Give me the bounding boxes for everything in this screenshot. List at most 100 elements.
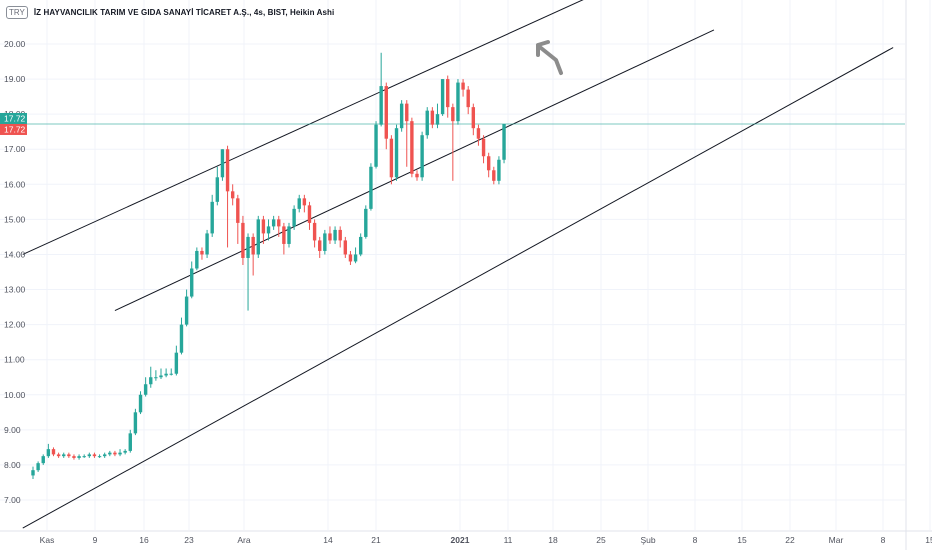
candle-body[interactable] xyxy=(46,449,51,457)
candle-body[interactable] xyxy=(62,454,66,457)
candle-body[interactable] xyxy=(190,268,194,297)
candle-body[interactable] xyxy=(215,177,220,202)
candle-body[interactable] xyxy=(174,352,179,374)
candle-body[interactable] xyxy=(394,128,399,178)
candle-body[interactable] xyxy=(358,236,363,255)
candle-body[interactable] xyxy=(430,110,435,125)
candle-body[interactable] xyxy=(200,250,204,255)
candle-body[interactable] xyxy=(292,208,296,227)
candle-body[interactable] xyxy=(271,219,276,227)
price-axis[interactable]: 7.00 8.00 9.00 10.00 11.00 12.00 13.00 14.00 15.… xyxy=(4,39,26,505)
candle-body[interactable] xyxy=(179,324,184,353)
candle-body[interactable] xyxy=(282,226,286,244)
candle-body[interactable] xyxy=(318,240,322,251)
candle-body[interactable] xyxy=(266,226,271,234)
candle-body[interactable] xyxy=(108,452,112,455)
candle-body[interactable] xyxy=(338,229,342,241)
candle-body[interactable] xyxy=(97,456,102,458)
time-axis[interactable]: Kas 9 16 23 Ara 14 21 2021 11 18 25 Şub 8 15 22 Mar 8 15 xyxy=(40,535,932,545)
candle-body[interactable] xyxy=(481,138,486,157)
candle-body[interactable] xyxy=(302,198,307,206)
candle-body[interactable] xyxy=(87,454,92,457)
arrow-annotation[interactable] xyxy=(536,40,563,75)
candle-body[interactable] xyxy=(113,452,117,455)
candle-body[interactable] xyxy=(169,373,173,375)
candles[interactable] xyxy=(31,52,506,479)
candle-body[interactable] xyxy=(31,470,35,476)
candle-body[interactable] xyxy=(246,236,250,258)
candle-body[interactable] xyxy=(51,449,56,455)
candle-body[interactable] xyxy=(241,222,245,258)
candle-body[interactable] xyxy=(102,454,107,457)
candle-body[interactable] xyxy=(123,450,127,453)
candle-body[interactable] xyxy=(312,222,317,241)
candle-body[interactable] xyxy=(77,456,81,458)
candle-body[interactable] xyxy=(348,254,353,262)
candle-body[interactable] xyxy=(133,412,138,434)
candle-body[interactable] xyxy=(492,170,496,181)
candle-body[interactable] xyxy=(333,229,337,241)
candle-body[interactable] xyxy=(56,454,61,457)
currency-badge[interactable]: TRY xyxy=(6,5,28,19)
candle-body[interactable] xyxy=(379,86,383,125)
candle-body[interactable] xyxy=(323,233,327,251)
candle-body[interactable] xyxy=(195,250,199,269)
candle-body[interactable] xyxy=(41,456,45,464)
candle-body[interactable] xyxy=(154,377,158,379)
candle-body[interactable] xyxy=(384,86,388,139)
candle-body[interactable] xyxy=(440,79,445,115)
candle-body[interactable] xyxy=(456,82,460,122)
candle-body[interactable] xyxy=(328,233,332,241)
candle-body[interactable] xyxy=(92,454,97,457)
candle-body[interactable] xyxy=(364,208,368,237)
trendline[interactable] xyxy=(22,47,894,529)
candle-body[interactable] xyxy=(230,191,235,199)
candle-body[interactable] xyxy=(399,103,404,129)
candle-body[interactable] xyxy=(184,296,189,325)
candle-body[interactable] xyxy=(159,375,163,378)
arrow-shaft[interactable] xyxy=(539,46,563,75)
candle-body[interactable] xyxy=(502,123,506,160)
candle-body[interactable] xyxy=(118,452,122,455)
candle-body[interactable] xyxy=(389,138,394,178)
trendlines[interactable] xyxy=(22,0,894,529)
candle-body[interactable] xyxy=(36,463,40,471)
candle-body[interactable] xyxy=(497,159,501,181)
candle-body[interactable] xyxy=(277,219,281,227)
candle-body[interactable] xyxy=(225,149,230,192)
candle-body[interactable] xyxy=(405,103,409,122)
candle-body[interactable] xyxy=(72,456,76,458)
candle-body[interactable] xyxy=(261,219,266,234)
candle-body[interactable] xyxy=(471,107,476,129)
candle-body[interactable] xyxy=(435,114,440,125)
candle-body[interactable] xyxy=(451,107,455,122)
candle-body[interactable] xyxy=(297,198,301,209)
trendline[interactable] xyxy=(114,29,715,312)
candle-body[interactable] xyxy=(236,198,240,223)
candle-body[interactable] xyxy=(420,135,424,178)
candle-body[interactable] xyxy=(287,226,291,244)
candle-body[interactable] xyxy=(446,79,450,108)
candle-body[interactable] xyxy=(425,110,429,136)
candle-body[interactable] xyxy=(369,166,373,209)
candle-body[interactable] xyxy=(251,236,255,255)
candle-body[interactable] xyxy=(461,82,465,90)
candle-body[interactable] xyxy=(307,205,312,223)
candle-body[interactable] xyxy=(205,233,209,255)
candle-body[interactable] xyxy=(220,149,225,178)
candle-body[interactable] xyxy=(149,377,153,385)
candle-body[interactable] xyxy=(343,240,348,255)
trendline[interactable] xyxy=(22,0,586,255)
candle-body[interactable] xyxy=(164,373,168,376)
candle-body[interactable] xyxy=(466,89,470,108)
candle-body[interactable] xyxy=(143,384,148,395)
candle-body[interactable] xyxy=(415,173,419,178)
candle-body[interactable] xyxy=(374,124,378,167)
candle-body[interactable] xyxy=(138,394,143,413)
candle-body[interactable] xyxy=(476,128,481,139)
candle-body[interactable] xyxy=(486,156,491,171)
candle-body[interactable] xyxy=(67,454,71,457)
candle-body[interactable] xyxy=(128,433,132,451)
candle-body[interactable] xyxy=(353,254,358,262)
